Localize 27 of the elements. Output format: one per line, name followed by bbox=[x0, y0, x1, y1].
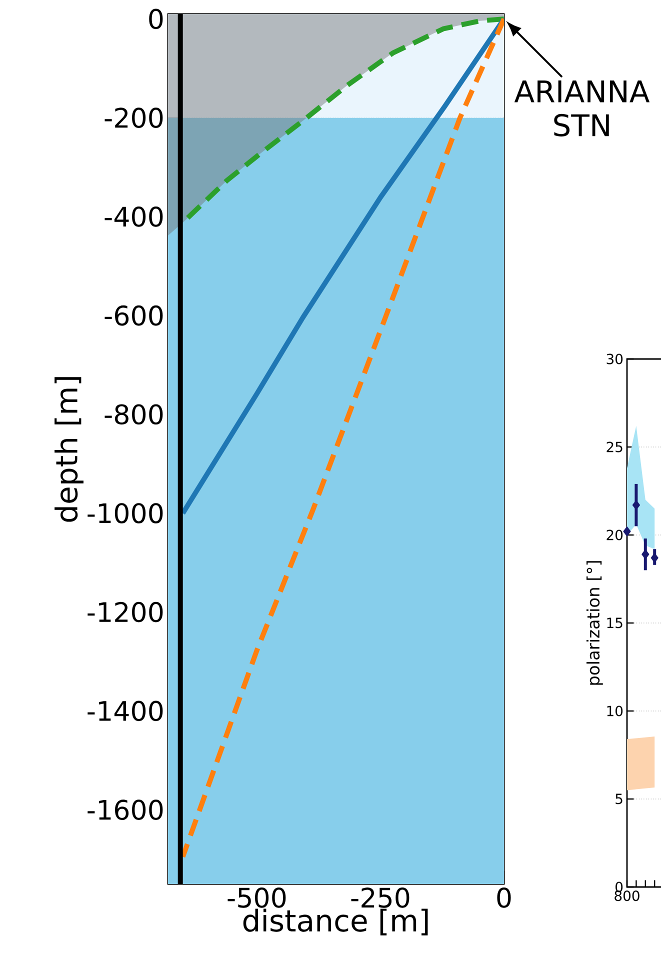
point bbox=[623, 526, 631, 536]
y-tick-label: 0 bbox=[149, 8, 163, 30]
y-tick-label: -1200 bbox=[88, 602, 163, 622]
y-tick-label: -400 bbox=[104, 206, 163, 227]
y-tick-label: 30 bbox=[606, 354, 623, 364]
y-axis-title: polarization [°] bbox=[586, 561, 603, 685]
y-tick-label: 25 bbox=[606, 442, 622, 452]
point bbox=[632, 500, 640, 510]
x-axis-title: distance [m] bbox=[243, 908, 428, 936]
y-axis-title: depth [m] bbox=[54, 377, 84, 522]
y-tick-label: -1600 bbox=[88, 800, 163, 820]
y-tick-label: -1400 bbox=[88, 700, 163, 722]
x-tick-label: 800 bbox=[614, 890, 640, 902]
x-tick-label: 0 bbox=[497, 888, 511, 908]
y-tick-label: -200 bbox=[104, 108, 163, 128]
y-tick-label: 20 bbox=[606, 530, 623, 540]
annotation: ARIANNA STN bbox=[514, 80, 650, 137]
y-tick-label: 5 bbox=[616, 794, 622, 804]
y-tick-label: 15 bbox=[607, 618, 622, 628]
y-tick-label: -600 bbox=[104, 305, 163, 326]
x-tick-label: -500 bbox=[228, 888, 286, 908]
y-tick-label: 10 bbox=[607, 706, 623, 716]
x-tick-label: -250 bbox=[351, 888, 410, 908]
y-tick-label: -1000 bbox=[88, 503, 163, 524]
point bbox=[650, 552, 658, 563]
y-tick-label: -800 bbox=[104, 404, 163, 425]
point bbox=[642, 549, 650, 560]
